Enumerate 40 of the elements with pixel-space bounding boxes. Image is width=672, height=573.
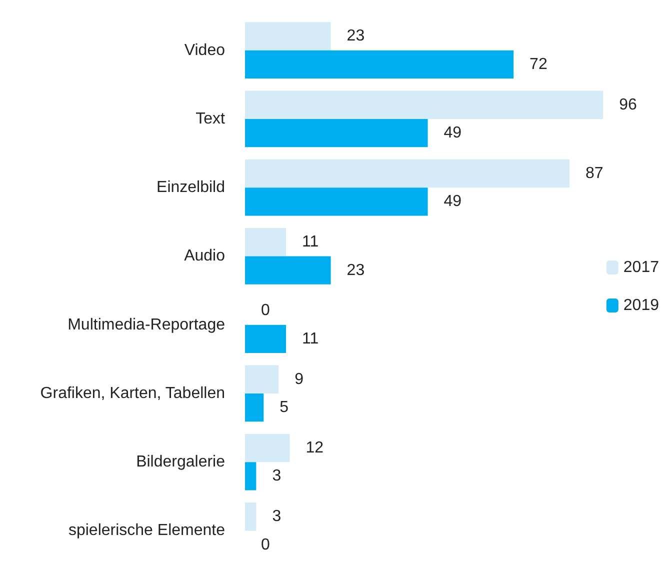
y-tick-label: Video: [184, 42, 226, 59]
data-label: 11: [302, 234, 319, 251]
data-label: 87: [586, 164, 604, 182]
y-tick-label: Text: [196, 110, 226, 128]
data-label: 0: [261, 302, 270, 320]
legend-label: 2019: [623, 297, 660, 314]
bar: [245, 159, 570, 188]
y-tick-label: Einzelbild: [156, 179, 225, 196]
legend-label: 2017: [623, 259, 660, 276]
data-label: 3: [272, 508, 282, 526]
bar: [245, 118, 428, 148]
data-label: 0: [261, 536, 270, 554]
bar: [245, 188, 428, 216]
bar: [245, 502, 256, 531]
data-label: 9: [294, 370, 304, 388]
bar: [245, 462, 256, 490]
bar: [245, 324, 286, 353]
bar: [245, 434, 290, 462]
bar: [245, 365, 279, 394]
data-label: 3: [272, 468, 282, 485]
bar: [245, 22, 331, 50]
data-label: 49: [444, 124, 462, 142]
bar: [245, 393, 264, 422]
bar: [245, 90, 604, 119]
bar: [245, 256, 331, 284]
y-tick-label: Audio: [184, 248, 226, 265]
y-tick-label: Grafiken, Karten, Tabellen: [40, 384, 225, 402]
y-tick-label: spielerische Elemente: [68, 522, 226, 540]
data-label: 23: [346, 28, 365, 45]
bar: [245, 228, 286, 256]
y-tick-label: Bildergalerie: [136, 454, 226, 471]
y-tick-label: Multimedia-Reportage: [68, 316, 226, 334]
data-label: 72: [530, 56, 548, 73]
data-label: 23: [346, 262, 365, 279]
bar: [245, 50, 514, 78]
data-label: 12: [306, 439, 324, 456]
data-label: 96: [619, 96, 637, 114]
data-label: 5: [280, 399, 289, 416]
data-label: 11: [302, 330, 319, 348]
data-label: 49: [444, 193, 462, 210]
